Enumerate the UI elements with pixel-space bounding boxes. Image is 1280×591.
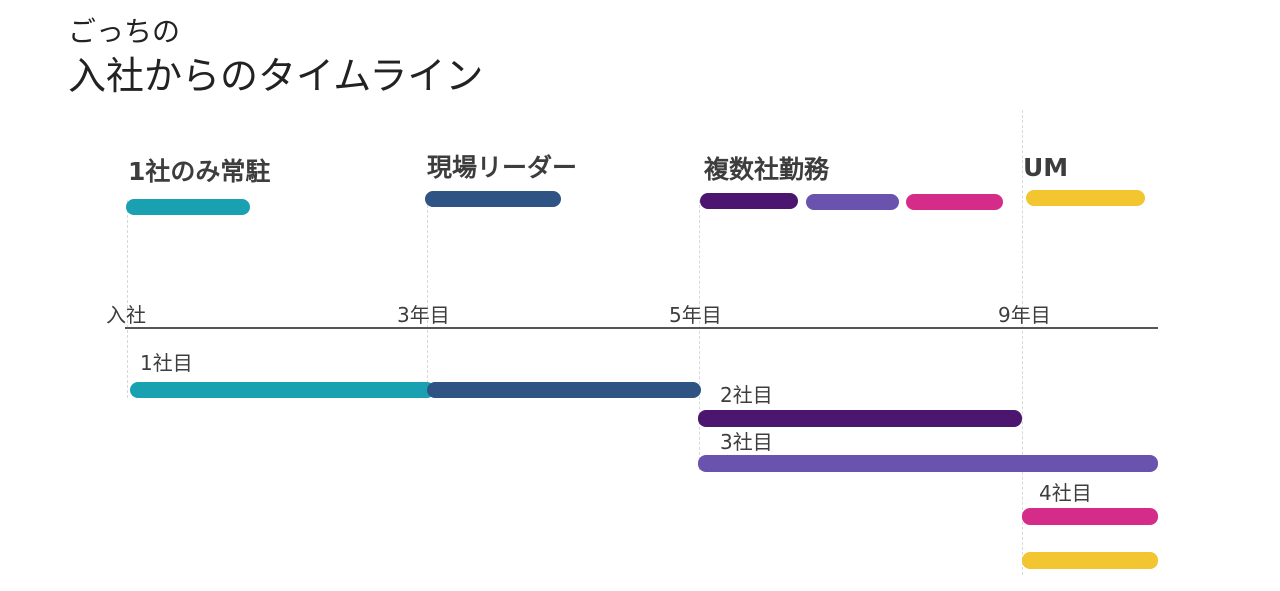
company-bar-2: [698, 410, 1022, 427]
phase-bar-company-4: [906, 194, 1003, 210]
phase-bar-site-leader: [425, 191, 561, 207]
page-title: 入社からのタイムライン: [68, 54, 484, 98]
phase-bar-single-site: [126, 199, 250, 215]
timeline-axis: [125, 327, 1158, 329]
axis-tick-start: 入社: [106, 303, 146, 327]
company-bar-1-navy: [427, 382, 701, 398]
company-label-1: 1社目: [140, 351, 193, 375]
guide-line-start: [127, 200, 128, 398]
axis-tick-year5: 5年目: [669, 303, 722, 327]
phase-bar-company-2: [700, 193, 798, 209]
company-label-3: 3社目: [720, 430, 773, 454]
company-bar-1-teal: [130, 382, 435, 398]
phase-label-multi-company: 複数社勤務: [704, 155, 830, 184]
phase-bar-company-3: [806, 194, 899, 210]
title-subtitle: ごっちの: [68, 15, 181, 48]
guide-line-year9: [1022, 110, 1023, 575]
phase-label-single-site: 1社のみ常駐: [128, 157, 271, 186]
company-bar-3: [698, 455, 1158, 472]
um-bar: [1022, 552, 1158, 569]
guide-line-year3: [427, 195, 428, 398]
company-bar-4: [1022, 508, 1158, 525]
company-label-2: 2社目: [720, 383, 773, 407]
axis-tick-year9: 9年目: [998, 303, 1051, 327]
axis-tick-year3: 3年目: [397, 303, 450, 327]
phase-bar-um: [1026, 190, 1145, 206]
guide-line-year5: [699, 200, 700, 470]
phase-label-site-leader: 現場リーダー: [427, 153, 578, 182]
company-label-4: 4社目: [1039, 481, 1092, 505]
phase-label-um: UM: [1023, 153, 1069, 182]
